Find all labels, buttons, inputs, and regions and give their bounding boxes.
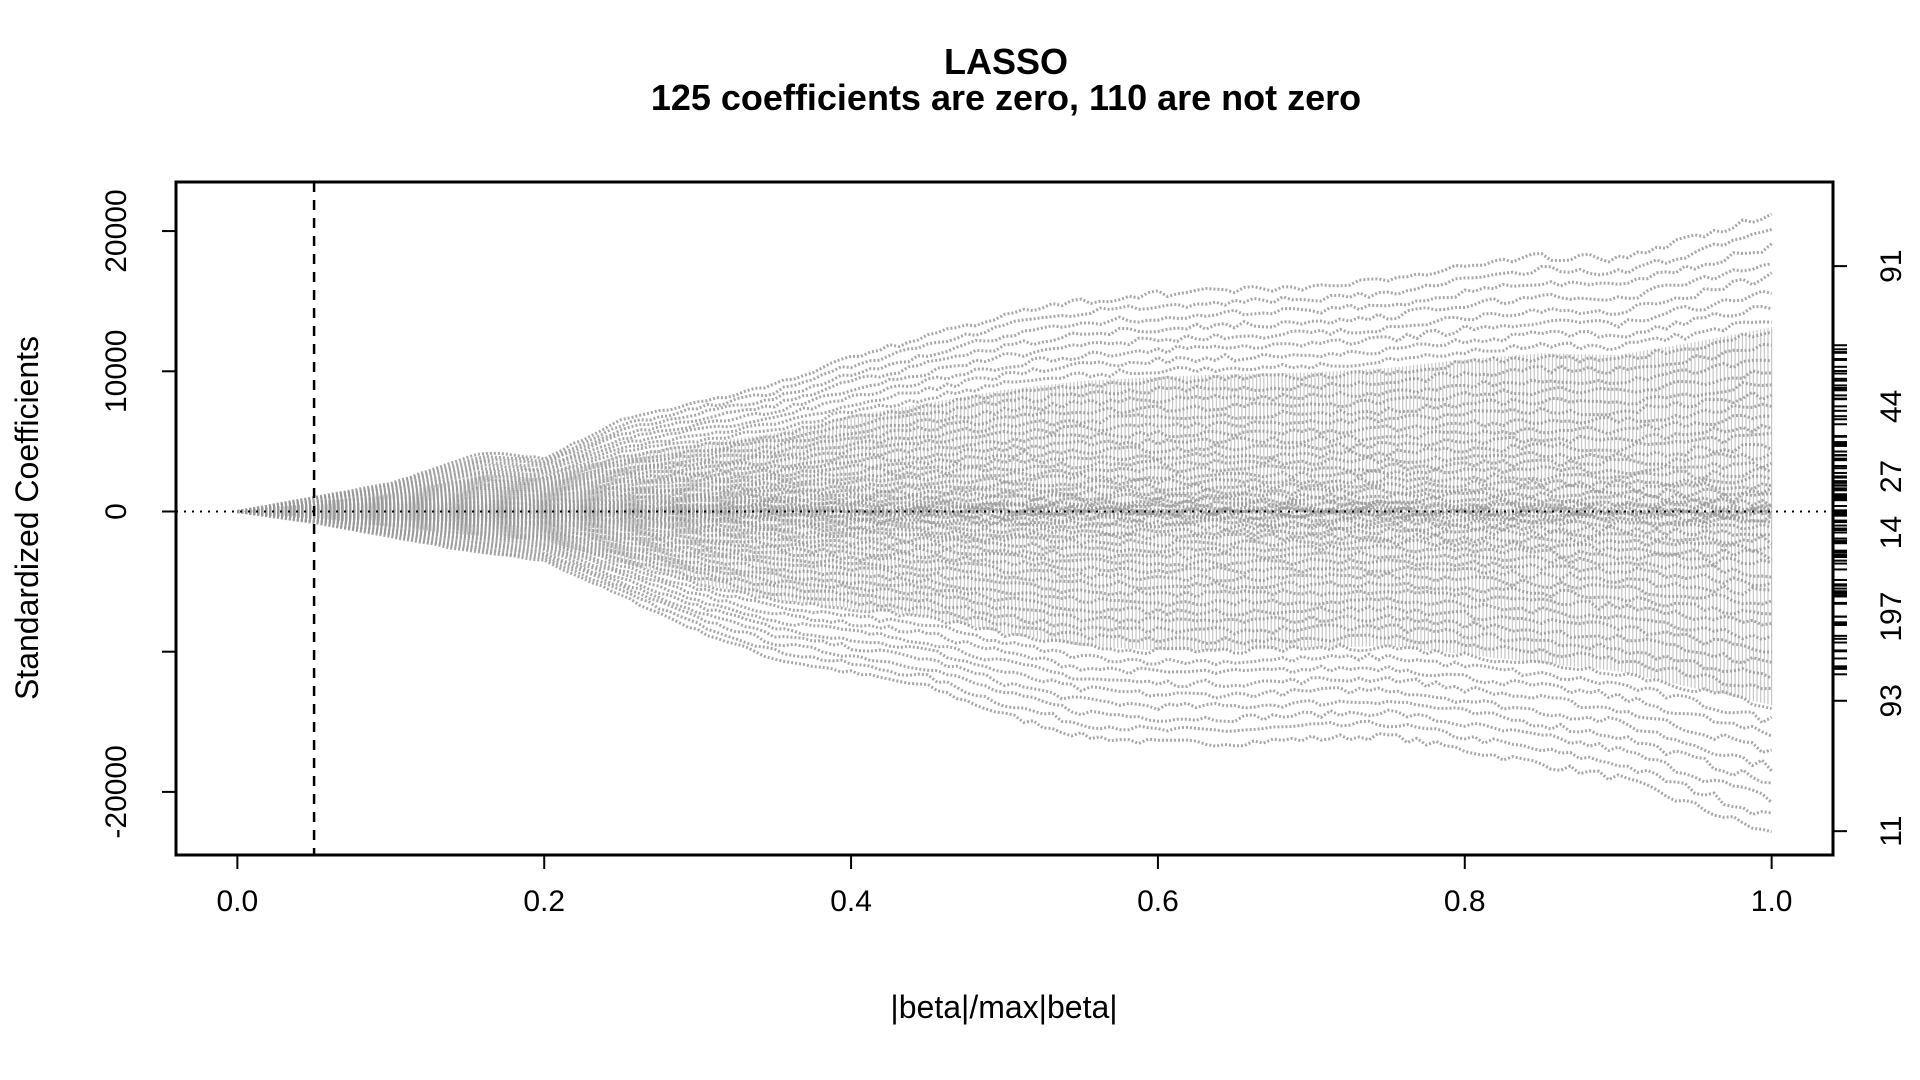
- y-axis-label: Standardized Coefficients: [9, 336, 45, 700]
- coefficient-path: [237, 289, 1772, 513]
- right-tick-label: 91: [1875, 249, 1908, 282]
- coefficient-path: [237, 320, 1772, 513]
- right-tick-label: 11: [1875, 816, 1908, 847]
- x-tick-label: 1.0: [1751, 885, 1793, 918]
- coefficient-path: [237, 510, 1772, 755]
- x-tick-label: 0.0: [217, 885, 259, 918]
- y-tick-label: 20000: [100, 189, 133, 272]
- chart-subtitle: 125 coefficients are zero, 110 are not z…: [651, 77, 1361, 118]
- chart-title: LASSO: [944, 41, 1068, 82]
- right-tick-label: 197: [1875, 592, 1908, 642]
- coefficient-path: [237, 271, 1773, 513]
- plot-area: [176, 182, 1833, 855]
- coefficient-path: [237, 510, 1773, 738]
- y-axis: -20000 0 10000 20000: [100, 189, 177, 839]
- coefficient-path: [237, 510, 1773, 804]
- coefficient-path: [237, 510, 1772, 711]
- right-axis: 11 93 197 14 27 44 91: [1833, 249, 1908, 847]
- coefficient-path: [237, 262, 1772, 513]
- coefficient-path: [237, 510, 1773, 725]
- coefficient-path: [237, 510, 1772, 834]
- right-tick-label: 27: [1875, 460, 1908, 493]
- right-tick-label: 14: [1875, 516, 1908, 549]
- right-tick-label: 44: [1875, 390, 1908, 423]
- coefficient-path: [237, 242, 1773, 513]
- x-tick-label: 0.2: [523, 885, 565, 918]
- x-axis-label: |beta|/max|beta|: [890, 989, 1117, 1025]
- coefficient-path: [237, 510, 1773, 772]
- y-tick-label: -20000: [100, 745, 133, 838]
- coefficient-path: [237, 212, 1773, 513]
- coefficient-path: [237, 304, 1772, 513]
- coefficient-path: [237, 227, 1773, 513]
- right-tick-label: 93: [1875, 684, 1908, 717]
- x-axis: 0.0 0.2 0.4 0.6 0.8 1.0: [217, 854, 1793, 918]
- x-tick-label: 0.8: [1444, 885, 1486, 918]
- coefficient-path: [237, 510, 1772, 785]
- x-tick-label: 0.4: [830, 885, 872, 918]
- y-tick-label: 0: [100, 503, 133, 520]
- x-tick-label: 0.6: [1137, 885, 1179, 918]
- y-tick-label: 10000: [100, 330, 133, 413]
